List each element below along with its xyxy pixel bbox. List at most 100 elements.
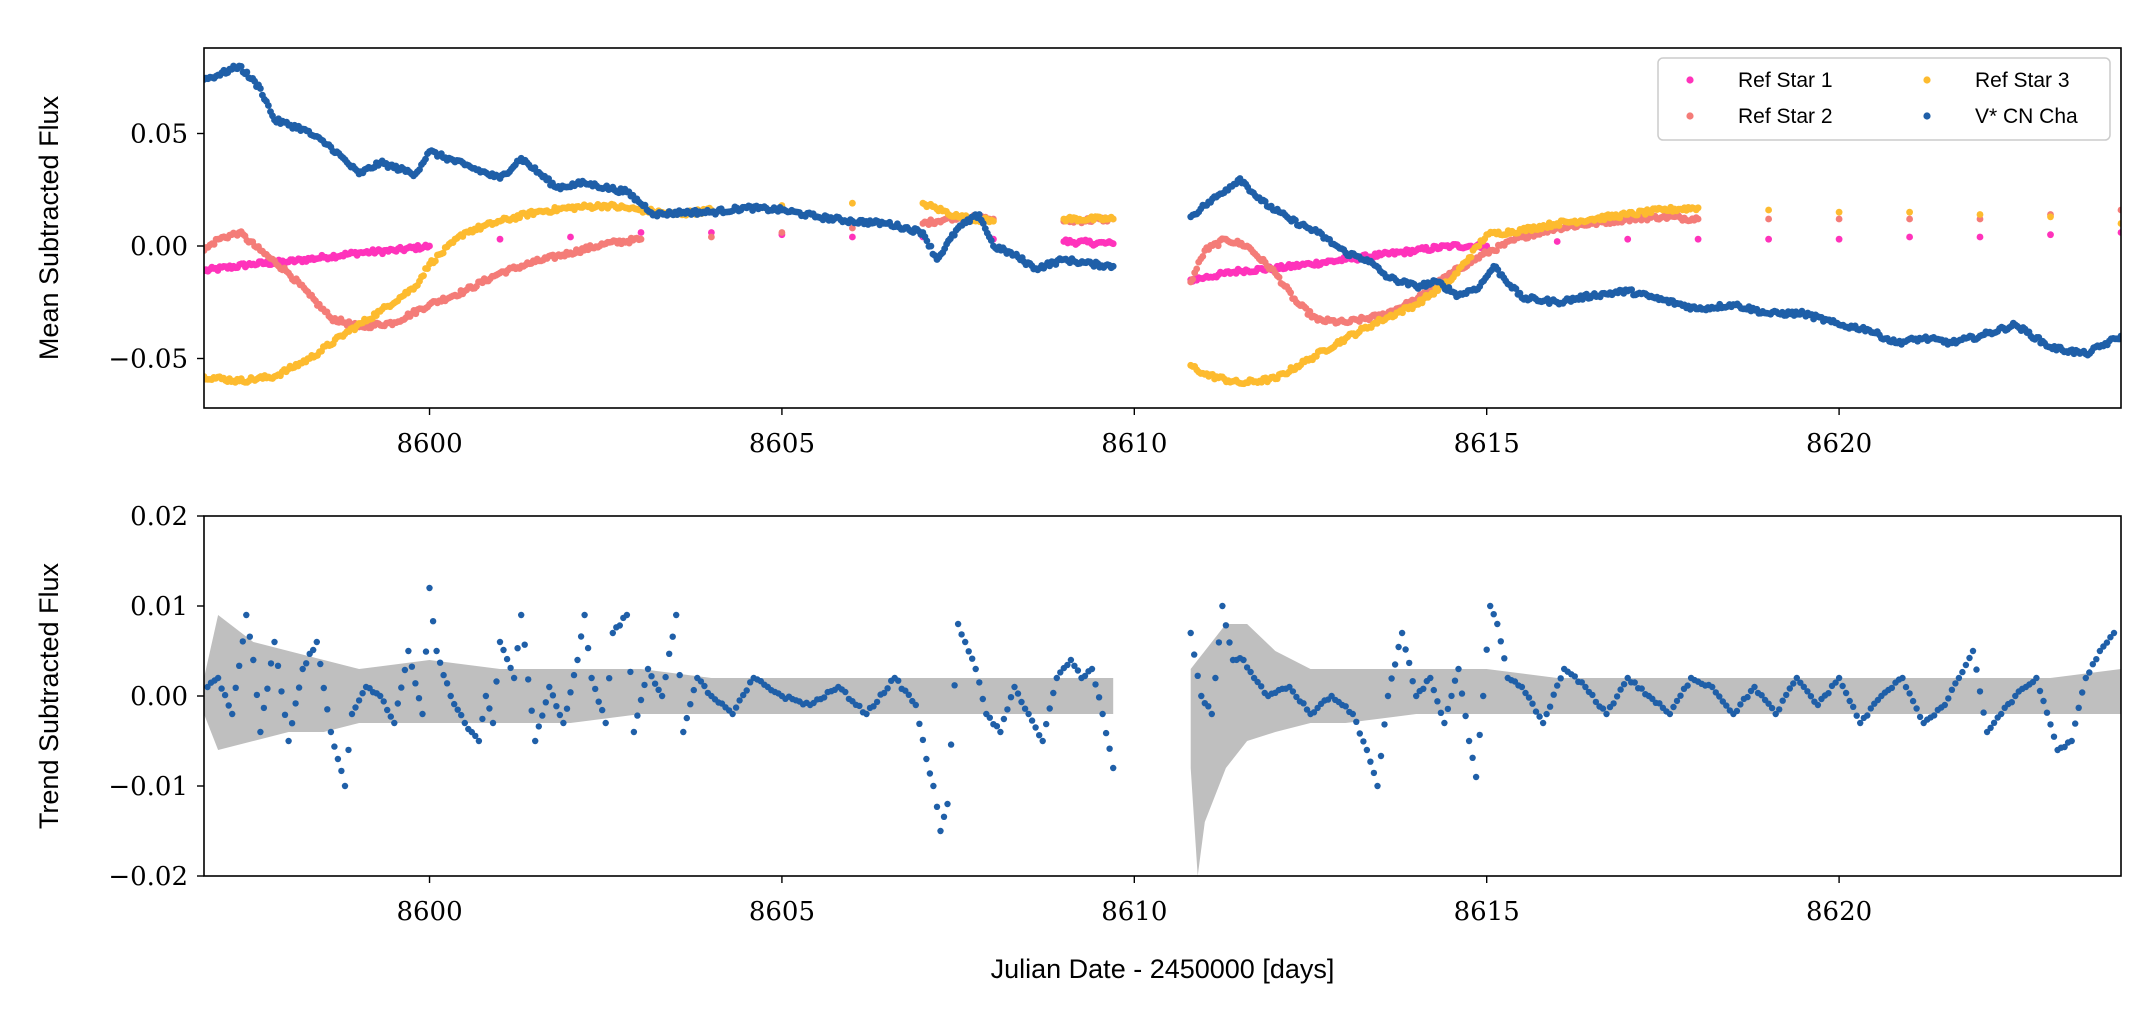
y-tick-label: −0.01	[108, 772, 188, 802]
data-point	[419, 710, 426, 718]
data-point	[1467, 253, 1475, 261]
series-ref-star-3	[204, 199, 2121, 388]
data-point	[1434, 698, 1441, 705]
data-point	[274, 662, 282, 669]
data-point	[1057, 669, 1064, 676]
data-point	[549, 692, 557, 699]
data-point	[299, 665, 306, 673]
data-point	[436, 659, 444, 666]
data-point	[880, 689, 888, 697]
data-point	[394, 700, 401, 707]
series-v-cn-cha	[204, 62, 2121, 359]
data-point	[281, 711, 289, 718]
data-point	[1599, 705, 1607, 712]
data-point	[1617, 686, 1624, 693]
data-point	[697, 678, 705, 685]
data-point	[1913, 705, 1920, 712]
data-point	[687, 701, 694, 708]
data-point	[1391, 661, 1399, 668]
data-point	[1962, 661, 1970, 669]
data-point	[1765, 700, 1772, 707]
data-point	[285, 737, 292, 745]
data-point	[560, 719, 567, 727]
data-point	[637, 235, 645, 243]
data-point	[1455, 665, 1462, 673]
plot-area	[204, 584, 2121, 876]
data-point	[849, 233, 856, 241]
data-point	[387, 713, 394, 720]
data-point	[1081, 672, 1089, 680]
data-point	[1067, 656, 1075, 664]
data-point	[204, 683, 211, 691]
data-point	[940, 813, 948, 820]
data-point	[637, 229, 645, 236]
data-point	[993, 723, 1001, 730]
y-tick-label: 0.01	[130, 592, 188, 622]
data-point	[1751, 683, 1758, 691]
data-point	[377, 692, 384, 700]
data-point	[916, 720, 923, 727]
legend-label: Ref Star 3	[1975, 69, 2070, 92]
data-point	[1864, 712, 1871, 719]
data-point	[1483, 646, 1490, 653]
data-point	[1776, 706, 1783, 713]
data-point	[510, 674, 518, 682]
data-point	[507, 664, 514, 672]
data-point	[1709, 683, 1716, 691]
data-point	[553, 703, 560, 710]
data-point	[225, 702, 232, 709]
top-panel: 8600 8605 8610 8615 8620 −0.05 0.00 0.05 Mean Su…	[34, 47, 2122, 459]
data-point	[1458, 690, 1466, 697]
data-point	[454, 706, 461, 713]
data-point	[740, 691, 747, 699]
data-point	[229, 710, 236, 718]
data-point	[1448, 692, 1455, 700]
data-point	[1969, 647, 1977, 655]
data-point	[2117, 332, 2121, 340]
data-point	[486, 705, 493, 712]
data-point	[243, 68, 251, 76]
data-point	[338, 767, 345, 775]
data-point	[2093, 656, 2100, 663]
data-point	[1258, 683, 1265, 690]
data-point	[1557, 675, 1564, 682]
data-point	[856, 702, 863, 710]
data-point	[1670, 703, 1677, 711]
data-point	[2040, 697, 2047, 705]
data-point	[1420, 685, 1427, 692]
data-point	[1980, 709, 1987, 716]
data-point	[401, 666, 409, 674]
data-point	[1427, 674, 1434, 682]
data-point	[1374, 782, 1381, 790]
data-point	[747, 679, 754, 686]
data-point	[690, 686, 697, 694]
data-point	[1388, 675, 1395, 682]
data-point	[1187, 629, 1194, 637]
data-point	[2107, 634, 2114, 641]
data-point	[320, 684, 327, 692]
data-point	[1092, 681, 1099, 688]
x-tick-label: 8615	[1454, 429, 1520, 459]
data-point	[324, 706, 331, 713]
data-point	[2036, 687, 2044, 695]
data-point	[1582, 683, 1589, 691]
data-point	[1666, 710, 1674, 718]
data-point	[2096, 647, 2104, 655]
data-point	[412, 680, 419, 687]
y-tick-label: 0.00	[130, 232, 188, 262]
data-point	[246, 633, 253, 640]
data-point	[570, 671, 578, 679]
data-point	[630, 728, 638, 736]
data-point	[1370, 769, 1378, 777]
data-point	[1857, 719, 1864, 727]
data-point	[443, 680, 451, 687]
data-point	[1476, 731, 1483, 739]
data-point	[426, 584, 433, 592]
data-point	[937, 827, 944, 835]
data-point	[1306, 308, 1314, 315]
data-point	[2079, 689, 2086, 696]
data-point	[1589, 691, 1596, 699]
data-point	[1286, 683, 1293, 691]
data-point	[237, 63, 245, 70]
data-point	[1349, 710, 1357, 718]
